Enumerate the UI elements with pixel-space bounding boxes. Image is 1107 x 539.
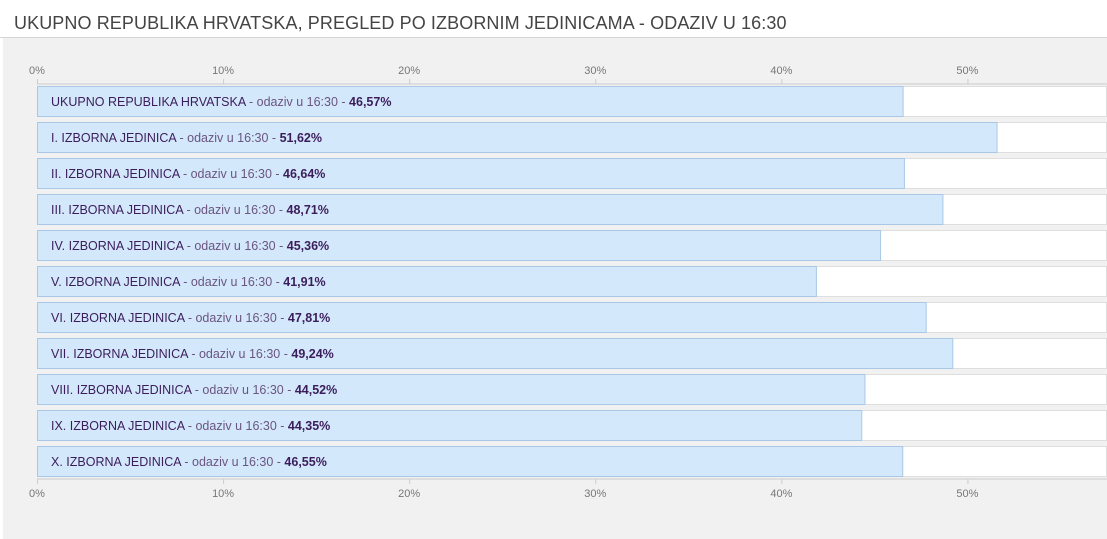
bar-label-value: 51,62% <box>280 131 322 145</box>
bar-label-time: - odaziv u 16:30 - <box>184 311 288 325</box>
top-tick-label: 40% <box>770 65 792 77</box>
bar-label: V. IZBORNA JEDINICA - odaziv u 16:30 - 4… <box>51 275 326 289</box>
bar-label-time: - odaziv u 16:30 - <box>191 383 295 397</box>
bottom-tick-label: 30% <box>584 488 606 500</box>
bar-label-value: 41,91% <box>283 275 325 289</box>
bar-label-value: 46,64% <box>283 167 325 181</box>
top-tick-label: 50% <box>956 65 978 77</box>
bar-label-time: - odaziv u 16:30 - <box>188 347 292 361</box>
bar-label-category: X. IZBORNA JEDINICA <box>51 455 182 469</box>
bar[interactable] <box>37 338 954 369</box>
bar[interactable] <box>37 158 905 189</box>
bar-row: VI. IZBORNA JEDINICA - odaziv u 16:30 - … <box>37 302 1107 333</box>
bar-row: V. IZBORNA JEDINICA - odaziv u 16:30 - 4… <box>37 266 1107 297</box>
bar-label-value: 45,36% <box>287 239 329 253</box>
bar-label-value: 44,35% <box>288 419 330 433</box>
bar-label-category: VII. IZBORNA JEDINICA <box>51 347 189 361</box>
bar-label-category: UKUPNO REPUBLIKA HRVATSKA <box>51 95 247 109</box>
bottom-tick-label: 0% <box>29 488 45 500</box>
bottom-tick-label: 40% <box>770 488 792 500</box>
title-bar: UKUPNO REPUBLIKA HRVATSKA, PREGLED PO IZ… <box>0 0 1107 38</box>
top-axis-ticks: 0% 10% 20% 30% 40% 50% <box>29 65 979 84</box>
bar-label-time: - odaziv u 16:30 - <box>246 95 350 109</box>
bar-label: X. IZBORNA JEDINICA - odaziv u 16:30 - 4… <box>51 455 327 469</box>
bar-row: IX. IZBORNA JEDINICA - odaziv u 16:30 - … <box>37 410 1107 441</box>
bar-label: VIII. IZBORNA JEDINICA - odaziv u 16:30 … <box>51 383 337 397</box>
bar-row: VIII. IZBORNA JEDINICA - odaziv u 16:30 … <box>37 374 1107 405</box>
bar[interactable] <box>37 446 904 477</box>
bar-label-category: V. IZBORNA JEDINICA <box>51 275 181 289</box>
top-tick-label: 30% <box>584 65 606 77</box>
bar-label-value: 47,81% <box>288 311 330 325</box>
bar-label-value: 49,24% <box>291 347 333 361</box>
bar-row: II. IZBORNA JEDINICA - odaziv u 16:30 - … <box>37 158 1107 189</box>
bar-label-time: - odaziv u 16:30 - <box>183 239 287 253</box>
bar-row: I. IZBORNA JEDINICA - odaziv u 16:30 - 5… <box>37 122 1107 153</box>
bottom-tick-label: 10% <box>212 488 234 500</box>
bar-label-time: - odaziv u 16:30 - <box>176 131 280 145</box>
bar-label-category: VIII. IZBORNA JEDINICA <box>51 383 193 397</box>
bar-label-category: IX. IZBORNA JEDINICA <box>51 419 186 433</box>
chart-title: UKUPNO REPUBLIKA HRVATSKA, PREGLED PO IZ… <box>14 13 787 33</box>
bar-label-time: - odaziv u 16:30 - <box>183 203 287 217</box>
bar-label: I. IZBORNA JEDINICA - odaziv u 16:30 - 5… <box>51 131 322 145</box>
bar[interactable] <box>37 410 863 441</box>
bar[interactable] <box>37 122 998 153</box>
top-tick-label: 20% <box>398 65 420 77</box>
bar-label-category: III. IZBORNA JEDINICA <box>51 203 184 217</box>
top-tick-label: 0% <box>29 65 45 77</box>
bar-label-value: 46,57% <box>349 95 391 109</box>
bar-label-time: - odaziv u 16:30 - <box>184 419 288 433</box>
bar-row: UKUPNO REPUBLIKA HRVATSKA - odaziv u 16:… <box>37 86 1107 117</box>
bar[interactable] <box>37 302 927 333</box>
bottom-axis-ticks: 0% 10% 20% 30% 40% 50% <box>29 479 979 500</box>
bar-label: II. IZBORNA JEDINICA - odaziv u 16:30 - … <box>51 167 325 181</box>
bar-label-category: II. IZBORNA JEDINICA <box>51 167 181 181</box>
bar-label: VII. IZBORNA JEDINICA - odaziv u 16:30 -… <box>51 347 334 361</box>
bar-label: UKUPNO REPUBLIKA HRVATSKA - odaziv u 16:… <box>51 95 391 109</box>
grid-layer <box>37 83 1107 480</box>
bottom-tick-label: 50% <box>956 488 978 500</box>
bar-row: X. IZBORNA JEDINICA - odaziv u 16:30 - 4… <box>37 446 1107 477</box>
bar-label-category: I. IZBORNA JEDINICA <box>51 131 177 145</box>
bar-label-value: 44,52% <box>295 383 337 397</box>
top-tick-label: 10% <box>212 65 234 77</box>
bar-label-time: - odaziv u 16:30 - <box>181 455 285 469</box>
bar-label-value: 48,71% <box>287 203 329 217</box>
bar-label-category: IV. IZBORNA JEDINICA <box>51 239 185 253</box>
bar-label-value: 46,55% <box>284 455 326 469</box>
bar-label: VI. IZBORNA JEDINICA - odaziv u 16:30 - … <box>51 311 330 325</box>
bars-layer: UKUPNO REPUBLIKA HRVATSKA - odaziv u 16:… <box>37 86 1107 477</box>
bar[interactable] <box>37 230 882 261</box>
bar[interactable] <box>37 374 866 405</box>
bar-label: IX. IZBORNA JEDINICA - odaziv u 16:30 - … <box>51 419 330 433</box>
bar-label-category: VI. IZBORNA JEDINICA <box>51 311 186 325</box>
bar-label-time: - odaziv u 16:30 - <box>180 275 284 289</box>
bar-label-time: - odaziv u 16:30 - <box>180 167 284 181</box>
bar[interactable] <box>37 194 944 225</box>
bar-row: IV. IZBORNA JEDINICA - odaziv u 16:30 - … <box>37 230 1107 261</box>
bar-row: III. IZBORNA JEDINICA - odaziv u 16:30 -… <box>37 194 1107 225</box>
bar[interactable] <box>37 86 904 117</box>
bar-label: III. IZBORNA JEDINICA - odaziv u 16:30 -… <box>51 203 329 217</box>
bottom-tick-label: 20% <box>398 488 420 500</box>
bar[interactable] <box>37 266 817 297</box>
bar-row: VII. IZBORNA JEDINICA - odaziv u 16:30 -… <box>37 338 1107 369</box>
bar-label: IV. IZBORNA JEDINICA - odaziv u 16:30 - … <box>51 239 329 253</box>
